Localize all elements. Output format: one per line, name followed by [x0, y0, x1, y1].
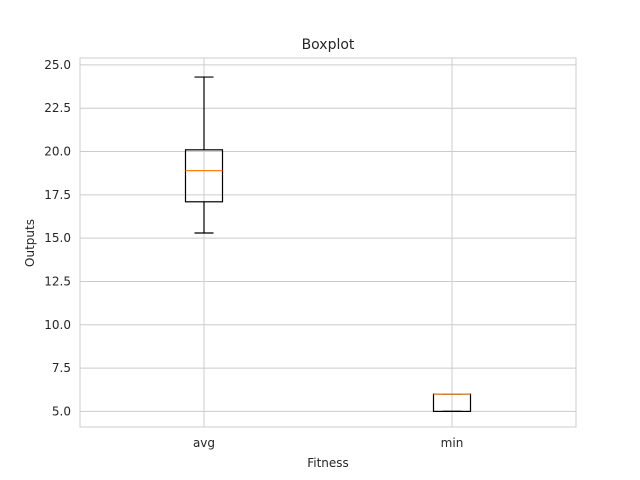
y-tick-label: 12.5 — [44, 274, 71, 288]
y-tick-label: 5.0 — [52, 404, 71, 418]
box-avg — [184, 76, 224, 234]
y-tick-label: 25.0 — [44, 58, 71, 72]
y-axis-label: Outputs — [23, 219, 37, 267]
x-axis-label: Fitness — [307, 456, 349, 470]
y-tick-label: 20.0 — [44, 145, 71, 159]
tick-layer: 5.0 7.5 10.0 12.5 15.0 17.5 20.0 22.5 25.0 avg min — [44, 58, 463, 450]
y-tick-label: 22.5 — [44, 101, 71, 115]
plot-area-border — [79, 57, 577, 428]
y-tick-label: 15.0 — [44, 231, 71, 245]
x-tick-label: min — [441, 436, 464, 450]
box-min — [432, 393, 472, 413]
box-body — [184, 149, 224, 203]
grid-layer — [80, 58, 576, 427]
y-tick-label: 7.5 — [52, 361, 71, 375]
chart-title: Boxplot — [302, 37, 355, 53]
x-tick-label: avg — [193, 436, 215, 450]
y-tick-label: 17.5 — [44, 188, 71, 202]
box-layer — [184, 76, 472, 413]
plot-frame — [79, 57, 577, 428]
y-tick-label: 10.0 — [44, 318, 71, 332]
